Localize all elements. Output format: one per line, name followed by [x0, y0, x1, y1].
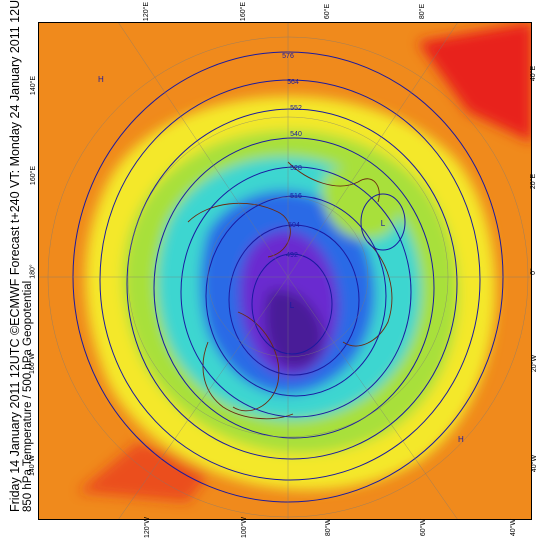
contour-540 [153, 137, 435, 439]
edge-label-left: 140°E [30, 75, 38, 96]
contour-label: 576 [282, 53, 294, 60]
pressure-marker-group: H H L L [98, 75, 464, 444]
contour-label: 528 [290, 165, 302, 172]
edge-label-top: 80°E [419, 3, 427, 20]
high-marker: H [458, 435, 464, 444]
coastline [202, 341, 294, 420]
edge-label-right: 20°W [531, 354, 539, 373]
cutoff-low-contour [360, 193, 406, 251]
map-border [38, 22, 532, 520]
edge-label-left: 160°E [30, 165, 38, 186]
edge-label-top: 120°E [143, 1, 151, 22]
chart-subtitle: 850 hPa Temperature / 500 hPa Geopotenti… [22, 280, 34, 512]
contour-label: 540 [290, 131, 302, 138]
edge-label-bottom: 120°W [144, 516, 152, 539]
coastline [287, 161, 380, 203]
coldest-core [264, 289, 324, 368]
contour-label: 552 [290, 105, 302, 112]
coastline [342, 241, 393, 347]
coastline [232, 311, 280, 412]
edge-label-bottom: 100°W [241, 516, 249, 539]
edge-label-bottom: 60°W [420, 518, 428, 537]
warm-region [418, 22, 532, 142]
contour-label: 504 [288, 222, 300, 229]
edge-label-left: 180° [29, 264, 37, 279]
contour-label-group: 576 564 552 540 528 516 504 492 [282, 53, 302, 259]
meridian [117, 276, 289, 520]
contour-label: 492 [286, 252, 298, 259]
contour-564 [99, 79, 481, 481]
contour-492 [251, 253, 333, 355]
contour-label: 564 [287, 79, 299, 86]
contour-552 [126, 108, 458, 460]
coastline [187, 202, 291, 258]
edge-label-bottom: 80°W [325, 518, 333, 537]
chart-title: Friday 14 January 2011 12UTC ©ECMWF Fore… [8, 0, 22, 512]
meridian [287, 22, 459, 278]
meridian [287, 276, 459, 520]
edge-label-right: 20°E [530, 173, 538, 190]
contour-label: 516 [290, 193, 302, 200]
graticule [38, 22, 532, 520]
contour-504 [228, 224, 360, 376]
edge-label-left: 160°W [29, 352, 37, 375]
low-marker: L [381, 219, 386, 228]
edge-label-top: 160°E [240, 1, 248, 22]
edge-label-right: 0° [529, 268, 537, 275]
meridian [117, 22, 289, 278]
low-marker: L [290, 301, 295, 310]
edge-label-top: 60°E [324, 3, 332, 20]
edge-label-right: 40°W [531, 454, 539, 473]
edge-label-bottom: 40°W [510, 518, 518, 537]
coastlines [187, 161, 393, 420]
edge-label-left: 140°W [29, 454, 37, 477]
edge-label-right: 40°E [530, 65, 538, 82]
high-marker: H [98, 75, 104, 84]
polar-map: 576 564 552 540 528 516 504 492 H H L L [38, 22, 532, 520]
contour-528 [180, 166, 412, 418]
lime-lobe [322, 169, 398, 240]
contour-516 [205, 195, 387, 397]
